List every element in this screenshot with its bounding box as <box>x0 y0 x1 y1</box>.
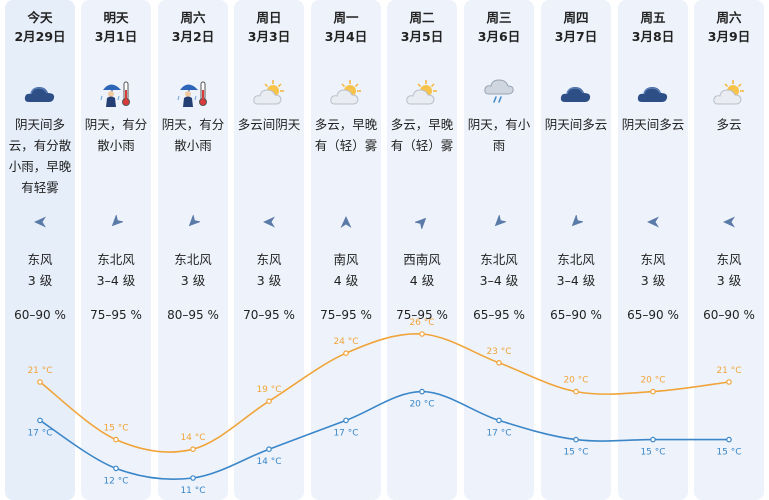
weather-condition: 阴天，有分散小雨 <box>84 117 148 153</box>
day-date: 2月29日 <box>14 29 66 44</box>
wind-arrow-left-icon <box>33 214 47 228</box>
humidity-range: 60–90 % <box>703 308 755 322</box>
day-column: 周六 3月2日 阴天，有分散小雨 东北风 3 级 80–95 % <box>158 0 228 500</box>
cloud-icon <box>23 78 57 108</box>
wind-level: 3 级 <box>716 273 742 288</box>
wind-direction: 东风 <box>27 252 53 267</box>
day-column: 周四 3月7日 阴天间多云 东北风 3–4 级 65–90 % <box>541 0 611 500</box>
humidity-range: 70–95 % <box>243 308 295 322</box>
wind-level: 4 级 <box>409 273 435 288</box>
humidity-range: 60–90 % <box>14 308 66 322</box>
wind-arrow-downleft-icon <box>492 213 508 228</box>
day-name: 周六 <box>180 10 206 25</box>
day-column: 周日 3月3日 多云间阴天 东风 3 级 70–95 % <box>234 0 304 500</box>
weather-condition: 阴天，有小雨 <box>467 117 531 153</box>
wind-level: 3–4 级 <box>556 273 596 288</box>
wind-arrow-up-icon <box>339 214 353 228</box>
light-rain-icon <box>482 78 516 108</box>
weather-condition: 多云，早晚有（轻）雾 <box>390 117 454 153</box>
wind-direction: 东北风 <box>174 252 212 267</box>
wind-direction: 东风 <box>256 252 282 267</box>
rain-person-icon <box>99 78 133 108</box>
rain-person-icon <box>176 78 210 108</box>
weather-condition: 多云，早晚有（轻）雾 <box>314 117 378 153</box>
day-name: 周日 <box>256 10 282 25</box>
partly-cloudy-icon <box>712 78 746 108</box>
wind-level: 3–4 级 <box>479 273 519 288</box>
wind-level: 3 级 <box>640 273 666 288</box>
weather-condition: 阴天间多云 <box>544 117 608 132</box>
day-date: 3月6日 <box>477 29 521 44</box>
wind-level: 3 级 <box>27 273 53 288</box>
wind-arrow-upright-icon <box>413 214 429 231</box>
day-column: 周六 3月9日 多云 东风 3 级 60–90 % <box>694 0 764 500</box>
day-date: 3月7日 <box>554 29 598 44</box>
humidity-range: 80–95 % <box>167 308 219 322</box>
day-name: 今天 <box>27 10 53 25</box>
cloud-icon <box>559 78 593 108</box>
humidity-range: 75–95 % <box>320 308 372 322</box>
wind-arrow-left-icon <box>646 214 660 228</box>
partly-cloudy-icon <box>329 78 363 108</box>
day-column: 周二 3月5日 多云，早晚有（轻）雾 西南风 4 级 75–95 % <box>387 0 457 500</box>
day-name: 明天 <box>103 10 129 25</box>
wind-direction: 西南风 <box>403 252 441 267</box>
wind-arrow-downleft-icon <box>109 213 125 228</box>
day-date: 3月4日 <box>324 29 368 44</box>
day-name: 周六 <box>716 10 742 25</box>
wind-arrow-downleft-icon <box>569 213 585 228</box>
wind-level: 3–4 级 <box>96 273 136 288</box>
day-column: 周一 3月4日 多云，早晚有（轻）雾 南风 4 级 75–95 % <box>311 0 381 500</box>
humidity-range: 65–90 % <box>627 308 679 322</box>
day-name: 周一 <box>333 10 359 25</box>
day-date: 3月1日 <box>94 29 138 44</box>
day-column: 今天 2月29日 阴天间多云，有分散小雨，早晚有轻雾 东风 3 级 60–90 … <box>5 0 75 500</box>
wind-direction: 东风 <box>640 252 666 267</box>
weather-condition: 阴天，有分散小雨 <box>161 117 225 153</box>
wind-direction: 东风 <box>716 252 742 267</box>
cloud-icon <box>636 78 670 108</box>
weather-condition: 多云间阴天 <box>237 117 301 132</box>
weather-condition: 多云 <box>716 117 742 132</box>
wind-arrow-left-icon <box>722 214 736 228</box>
day-date: 3月2日 <box>171 29 215 44</box>
day-date: 3月8日 <box>631 29 675 44</box>
wind-arrow-downleft-icon <box>186 213 202 228</box>
day-date: 3月3日 <box>247 29 291 44</box>
day-name: 周五 <box>640 10 666 25</box>
wind-level: 3 级 <box>256 273 282 288</box>
day-name: 周二 <box>409 10 435 25</box>
day-column: 明天 3月1日 阴天，有分散小雨 东北风 3–4 级 75–95 % <box>81 0 151 500</box>
humidity-range: 75–95 % <box>90 308 142 322</box>
wind-level: 3 级 <box>180 273 206 288</box>
wind-direction: 南风 <box>333 252 359 267</box>
day-name: 周三 <box>486 10 512 25</box>
wind-direction: 东北风 <box>557 252 595 267</box>
wind-direction: 东北风 <box>97 252 135 267</box>
day-name: 周四 <box>563 10 589 25</box>
day-column: 周三 3月6日 阴天，有小雨 东北风 3–4 级 65–95 % <box>464 0 534 500</box>
wind-direction: 东北风 <box>480 252 518 267</box>
day-date: 3月9日 <box>707 29 751 44</box>
partly-cloudy-icon <box>405 78 439 108</box>
day-column: 周五 3月8日 阴天间多云 东风 3 级 65–90 % <box>618 0 688 500</box>
humidity-range: 65–90 % <box>550 308 602 322</box>
humidity-range: 65–95 % <box>473 308 525 322</box>
weather-condition: 阴天间多云，有分散小雨，早晚有轻雾 <box>8 117 72 195</box>
partly-cloudy-icon <box>252 78 286 108</box>
humidity-range: 75–95 % <box>396 308 448 322</box>
wind-level: 4 级 <box>333 273 359 288</box>
weather-condition: 阴天间多云 <box>621 117 685 132</box>
wind-arrow-left-icon <box>262 214 276 228</box>
day-date: 3月5日 <box>400 29 444 44</box>
